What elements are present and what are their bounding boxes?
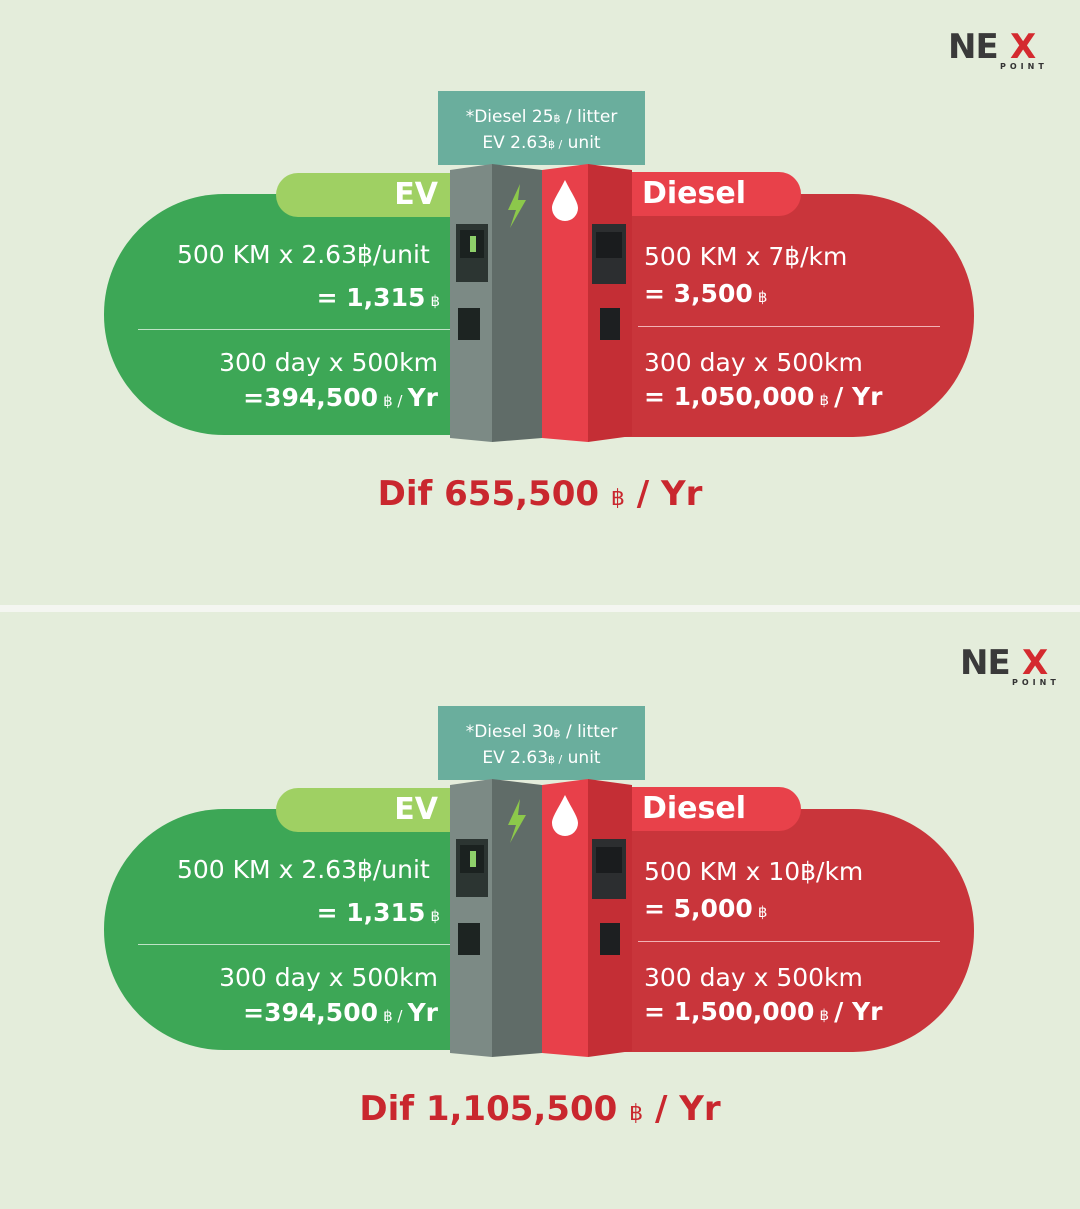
ev-cost-card (104, 194, 484, 435)
ev-cost-card (104, 809, 484, 1050)
diesel-divider (638, 326, 940, 327)
difference-total: Dif 655,500 ฿ / Yr (377, 474, 703, 514)
diesel-yearly-calc: 300 day x 500km (644, 963, 863, 992)
logo-x-mark: X (1010, 27, 1037, 67)
diesel-daily-calc: 500 KM x 10฿/km (644, 857, 864, 886)
nex-point-logo: NE X POINT (948, 28, 1058, 72)
comparison-panel-diesel-30: NE X POINT *Diesel 30฿ / litter EV 2.63฿… (0, 612, 1080, 1209)
logo-ne-text: NE (960, 643, 1011, 683)
ev-daily-calc: 500 KM x 2.63฿/unit (177, 855, 430, 884)
fuel-pump-icon (542, 779, 632, 1057)
ev-divider (138, 329, 453, 330)
ev-yearly-result: =394,500 ฿ / Yr (243, 383, 438, 412)
diesel-daily-calc: 500 KM x 7฿/km (644, 242, 848, 271)
diesel-divider (638, 941, 940, 942)
ev-daily-result: = 1,315 ฿ (316, 283, 440, 312)
fuel-drop-icon (552, 795, 578, 836)
charging-station-icon (450, 779, 542, 1057)
pump-illustration (450, 779, 632, 1057)
rate-note-box: *Diesel 30฿ / litter EV 2.63฿ / unit (438, 706, 645, 780)
diesel-yearly-result: = 1,050,000 ฿ / Yr (644, 382, 883, 411)
ev-yearly-result: =394,500 ฿ / Yr (243, 998, 438, 1027)
nex-point-logo: NE X POINT (960, 644, 1070, 688)
ev-rate-line: EV 2.63฿ / unit (482, 133, 601, 153)
diesel-daily-result: = 3,500 ฿ (644, 279, 768, 308)
fuel-pump-icon (542, 164, 632, 442)
diesel-label: Diesel (628, 787, 801, 831)
ev-label: EV (276, 788, 452, 832)
diesel-daily-result: = 5,000 ฿ (644, 894, 768, 923)
charging-station-icon (450, 164, 542, 442)
diesel-rate-line: *Diesel 30฿ / litter (465, 722, 618, 742)
diesel-rate-line: *Diesel 25฿ / litter (465, 107, 618, 127)
diesel-cost-card (586, 194, 974, 437)
difference-total: Dif 1,105,500 ฿ / Yr (359, 1089, 721, 1129)
ev-daily-calc: 500 KM x 2.63฿/unit (177, 240, 430, 269)
logo-x-mark: X (1022, 643, 1049, 683)
lightning-bolt-icon (508, 799, 526, 843)
ev-yearly-calc: 300 day x 500km (219, 963, 438, 992)
ev-divider (138, 944, 453, 945)
comparison-panel-diesel-25: NE X POINT *Diesel 25฿ / litter EV 2.63฿… (0, 0, 1080, 605)
ev-yearly-calc: 300 day x 500km (219, 348, 438, 377)
ev-daily-result: = 1,315 ฿ (316, 898, 440, 927)
rate-note-box: *Diesel 25฿ / litter EV 2.63฿ / unit (438, 91, 645, 165)
logo-point-text: POINT (1012, 678, 1060, 687)
diesel-label: Diesel (628, 172, 801, 216)
pump-illustration (450, 164, 632, 442)
lightning-bolt-icon (508, 184, 526, 228)
logo-point-text: POINT (1000, 62, 1048, 71)
fuel-drop-icon (552, 180, 578, 221)
ev-rate-line: EV 2.63฿ / unit (482, 748, 601, 768)
diesel-cost-card (586, 809, 974, 1052)
diesel-yearly-calc: 300 day x 500km (644, 348, 863, 377)
diesel-yearly-result: = 1,500,000 ฿ / Yr (644, 997, 883, 1026)
ev-label: EV (276, 173, 452, 217)
logo-ne-text: NE (948, 27, 999, 67)
